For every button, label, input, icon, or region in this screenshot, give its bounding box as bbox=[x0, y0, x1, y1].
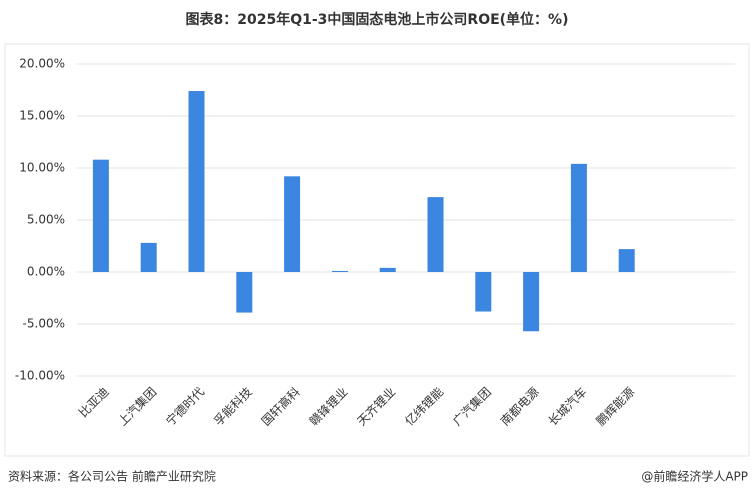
chart-title: 图表8：2025年Q1-3中国固态电池上市公司ROE(单位：%) bbox=[186, 11, 569, 28]
x-tick-label: 天齐锂业 bbox=[354, 384, 399, 429]
bar bbox=[140, 242, 157, 272]
x-tick-label: 上汽集团 bbox=[115, 384, 160, 429]
y-tick-label: 10.00% bbox=[19, 161, 65, 175]
bar bbox=[284, 176, 301, 272]
y-tick-label: 20.00% bbox=[19, 57, 65, 71]
x-tick-label: 长城汽车 bbox=[545, 384, 590, 429]
y-tick-label: -10.00% bbox=[15, 369, 65, 383]
bar bbox=[427, 197, 444, 272]
bar bbox=[475, 272, 492, 312]
bar bbox=[331, 270, 348, 272]
y-tick-label: -5.00% bbox=[23, 317, 65, 331]
bar bbox=[236, 272, 253, 313]
x-tick-label: 比亚迪 bbox=[76, 385, 111, 420]
bar bbox=[523, 272, 540, 332]
plot-frame bbox=[4, 43, 750, 457]
bar bbox=[618, 249, 635, 272]
y-tick-label: 15.00% bbox=[19, 109, 65, 123]
bar bbox=[379, 267, 396, 272]
y-tick-label: 5.00% bbox=[27, 213, 65, 227]
bar bbox=[92, 159, 109, 272]
x-tick-label: 赣锋锂业 bbox=[306, 384, 351, 429]
source-note: 资料来源：各公司公告 前瞻产业研究院 bbox=[8, 469, 216, 484]
credit: @前瞻经济学人APP bbox=[641, 469, 748, 484]
bar bbox=[570, 163, 587, 272]
y-tick-label: 0.00% bbox=[27, 265, 65, 279]
x-tick-label: 鹏辉能源 bbox=[593, 385, 637, 429]
bar bbox=[188, 91, 205, 272]
x-tick-label: 南都电源 bbox=[497, 384, 542, 429]
x-tick-label: 广汽集团 bbox=[449, 384, 494, 429]
x-tick-label: 孚能科技 bbox=[211, 385, 255, 429]
x-tick-label: 宁德时代 bbox=[163, 384, 208, 429]
x-tick-label: 亿纬锂能 bbox=[402, 384, 447, 429]
x-tick-label: 国轩高科 bbox=[258, 384, 303, 429]
